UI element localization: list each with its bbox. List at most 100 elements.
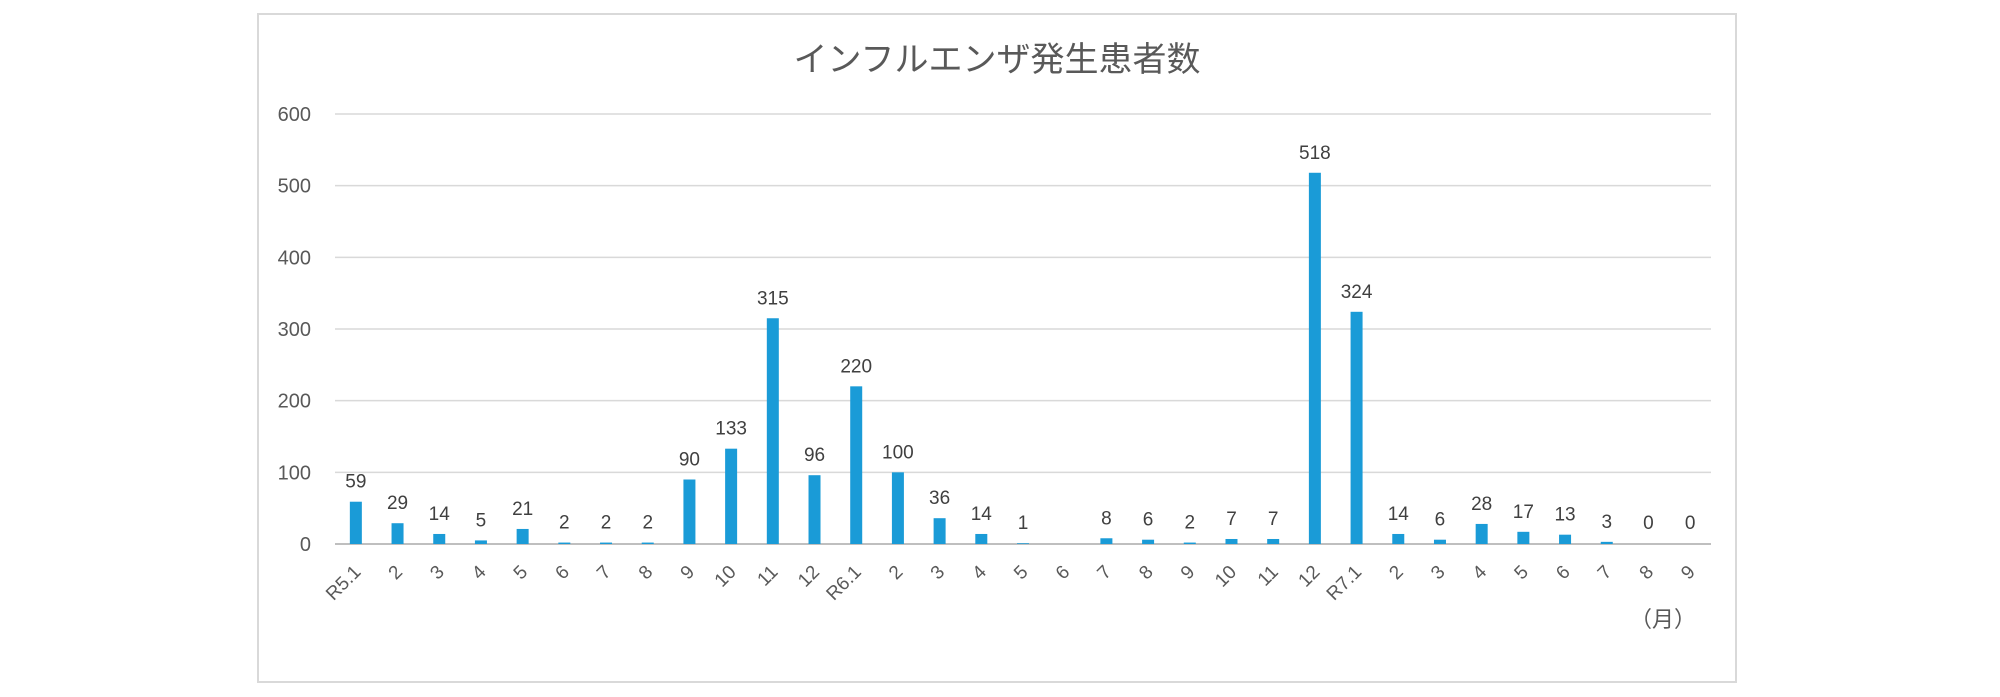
data-label: 1 (1018, 513, 1029, 534)
x-tick-label: 8 (635, 562, 657, 584)
bar (349, 501, 362, 544)
x-tick-label: 12 (1295, 562, 1325, 592)
bar (1267, 538, 1280, 544)
data-label: 2 (642, 513, 653, 534)
bar (683, 479, 696, 544)
bar (1559, 534, 1572, 544)
bar (474, 540, 487, 544)
x-tick-label: 5 (510, 562, 532, 584)
x-tick-label: 9 (1677, 562, 1699, 584)
bar (1350, 311, 1363, 544)
grid-lines (335, 113, 1711, 545)
x-tick-label: 9 (1177, 562, 1199, 584)
x-tick-label: 6 (1052, 562, 1074, 584)
bar (1475, 523, 1488, 544)
x-tick-label: R5.1 (322, 562, 365, 605)
bar (516, 528, 529, 544)
data-label: 0 (1685, 513, 1696, 534)
y-tick-label: 600 (278, 104, 311, 126)
x-tick-label: 3 (927, 562, 949, 584)
y-tick-label: 100 (278, 462, 311, 484)
bar (1225, 538, 1238, 544)
x-tick-label: 4 (468, 561, 491, 584)
x-tick-label: R7.1 (1323, 562, 1366, 605)
x-tick-label: 6 (552, 562, 574, 584)
data-label: 14 (1388, 504, 1410, 525)
data-label: 324 (1341, 282, 1373, 303)
bar (1433, 539, 1446, 544)
y-tick-label: 0 (300, 534, 311, 556)
x-tick-label: 2 (1385, 562, 1407, 584)
x-tick-label: 6 (1552, 562, 1574, 584)
bar (975, 533, 988, 544)
x-tick-label: 8 (1135, 562, 1157, 584)
data-label: 2 (601, 513, 612, 534)
bar (391, 523, 404, 544)
bar (1517, 531, 1530, 544)
y-tick-label: 500 (278, 176, 311, 198)
x-tick-label: 5 (1010, 562, 1032, 584)
data-label: 518 (1299, 143, 1331, 164)
x-tick-label: 8 (1636, 562, 1658, 584)
data-label: 28 (1471, 494, 1492, 515)
x-tick-label: 10 (711, 562, 741, 592)
x-axis-unit-label: （月） (1630, 608, 1696, 633)
chart-title: インフルエンザ発生患者数 (794, 40, 1201, 80)
bar (1392, 533, 1405, 544)
data-label: 133 (715, 419, 747, 440)
data-label: 13 (1554, 505, 1575, 526)
x-tick-label: 2 (385, 562, 407, 584)
bar (1142, 539, 1155, 544)
data-label: 0 (1643, 513, 1654, 534)
data-label: 29 (387, 493, 408, 514)
bar (1100, 538, 1113, 544)
data-label: 5 (476, 510, 487, 531)
bar (1308, 172, 1321, 544)
data-label: 14 (429, 504, 451, 525)
x-tick-label: 7 (1094, 562, 1116, 584)
x-tick-label: 9 (677, 562, 699, 584)
x-tick-label: 12 (794, 562, 824, 592)
bar (600, 542, 613, 544)
bar (725, 448, 738, 544)
bar (433, 533, 446, 544)
x-tick-label: 3 (426, 562, 448, 584)
data-label: 96 (804, 445, 825, 466)
x-tick-label: 2 (885, 562, 907, 584)
data-label: 6 (1143, 510, 1154, 531)
data-label: 7 (1268, 509, 1279, 530)
data-label: 21 (512, 499, 533, 520)
data-label: 90 (679, 450, 700, 471)
y-tick-label: 400 (278, 247, 311, 269)
bar (641, 542, 654, 544)
data-label: 14 (971, 504, 993, 525)
y-tick-label: 300 (278, 319, 311, 341)
bar (766, 318, 779, 544)
bar (850, 386, 863, 544)
chart-frame: インフルエンザ発生患者数 0 100 200 300 400 500 600 59 29 14 5… (257, 13, 1737, 683)
x-tick-label: 5 (1511, 562, 1533, 584)
bar (808, 475, 821, 544)
y-axis-ticks: 0 100 200 300 400 500 600 (278, 104, 311, 556)
y-tick-label: 200 (278, 391, 311, 413)
data-label: 59 (345, 472, 366, 493)
bars (349, 172, 1613, 544)
data-label: 36 (929, 488, 950, 509)
bar (1600, 541, 1613, 544)
bar (558, 542, 571, 544)
bar (1017, 543, 1029, 544)
data-label: 7 (1226, 509, 1237, 530)
data-label: 3 (1601, 512, 1612, 533)
x-tick-label: R6.1 (823, 562, 866, 605)
bar (933, 518, 946, 544)
data-label: 220 (840, 356, 872, 377)
x-tick-label: 10 (1211, 562, 1241, 592)
data-label: 17 (1513, 502, 1534, 523)
x-tick-label: 4 (969, 561, 992, 584)
data-label: 2 (1184, 513, 1195, 534)
data-label: 2 (559, 513, 570, 534)
bar (891, 472, 904, 544)
